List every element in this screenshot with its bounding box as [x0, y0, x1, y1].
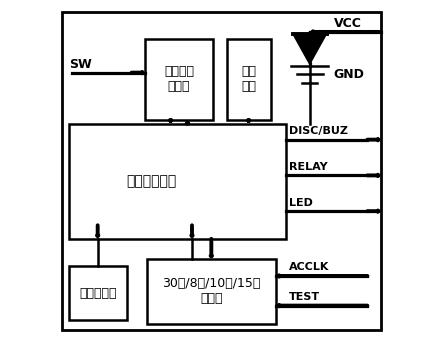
- Text: 传感器信
号处理: 传感器信 号处理: [164, 65, 194, 93]
- Bar: [145, 39, 213, 120]
- Text: 30秒/8分/10分/15分
定时器: 30秒/8分/10分/15分 定时器: [162, 277, 260, 305]
- Text: SW: SW: [69, 58, 92, 71]
- Text: 系统振荡器: 系统振荡器: [79, 287, 117, 300]
- Text: GND: GND: [334, 68, 364, 81]
- Text: 上电
复位: 上电 复位: [241, 65, 256, 93]
- Text: ACCLK: ACCLK: [289, 262, 330, 273]
- Bar: [226, 39, 271, 120]
- Bar: [147, 259, 276, 324]
- Text: RELAY: RELAY: [289, 162, 328, 172]
- Polygon shape: [293, 34, 326, 64]
- Text: 逻辑控制电路: 逻辑控制电路: [126, 174, 176, 188]
- Text: VCC: VCC: [334, 17, 361, 30]
- Text: TEST: TEST: [289, 292, 320, 302]
- Bar: [69, 123, 286, 239]
- Text: DISC/BUZ: DISC/BUZ: [289, 126, 348, 136]
- Bar: [69, 266, 127, 320]
- Text: LED: LED: [289, 198, 313, 208]
